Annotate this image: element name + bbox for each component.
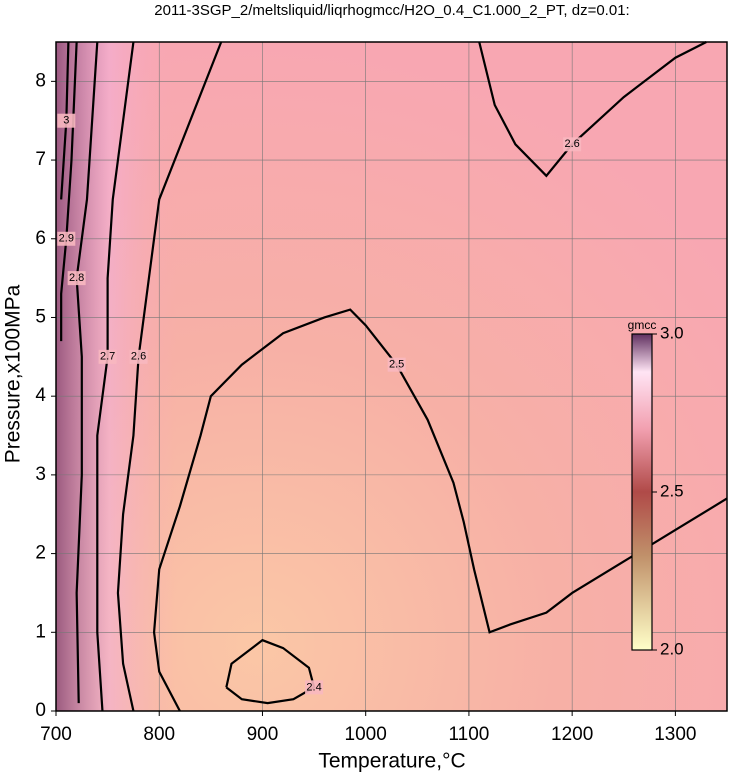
- contour-line: [75, 41, 99, 704]
- contour-label: 2.7: [100, 351, 115, 363]
- contour-line: [478, 41, 707, 178]
- contour-label-bg: [57, 113, 76, 128]
- y-tick-label: 1: [35, 621, 46, 642]
- plot-frame: [55, 41, 728, 712]
- y-tick-label: 4: [35, 385, 46, 406]
- colorbar-tick-label: 2.0: [660, 639, 684, 658]
- contour-label: 2.6: [565, 138, 580, 150]
- x-tick-label: 1300: [654, 724, 696, 745]
- y-tick-label: 3: [35, 464, 46, 485]
- chart-title: 2011-3SGP_2/meltsliquid/liqrhogmcc/H2O_0…: [154, 2, 629, 19]
- x-tick-label: 900: [247, 724, 279, 745]
- colorbar-tick-label: 2.5: [660, 481, 684, 500]
- y-tick-label: 0: [35, 700, 46, 721]
- y-tick-label: 7: [35, 149, 46, 170]
- contour-label-bg: [563, 137, 582, 152]
- contour-label-bg: [387, 357, 406, 372]
- contour-label-bg: [129, 349, 148, 364]
- x-tick-label: 1200: [551, 724, 593, 745]
- colorbar: [631, 333, 653, 651]
- x-tick-label: 1000: [345, 724, 387, 745]
- contour-label: 2.8: [69, 272, 84, 284]
- colorbar-label: gmcc: [628, 318, 657, 332]
- contour-label: 2.5: [389, 359, 404, 371]
- contour-label-bg: [98, 349, 117, 364]
- y-tick-label: 2: [35, 543, 46, 564]
- contour-label: 3: [63, 115, 69, 127]
- contour-line: [116, 41, 223, 712]
- y-axis-label: Pressure,x100MPa: [2, 284, 25, 463]
- x-axis-label: Temperature,°C: [318, 750, 465, 773]
- contour-line: [152, 308, 728, 712]
- plot-shade: [56, 42, 727, 711]
- x-tick-label: 1100: [448, 724, 489, 745]
- contour-label-bg: [67, 271, 86, 286]
- contour-label: 2.6: [131, 351, 146, 363]
- contour-label-bg: [57, 231, 76, 246]
- y-tick-label: 5: [35, 306, 46, 327]
- y-tick-label: 6: [35, 228, 46, 249]
- colorbar-tick-label: 3.0: [660, 323, 684, 342]
- y-tick-label: 8: [35, 70, 46, 91]
- contour-line: [225, 638, 316, 705]
- x-tick-label: 700: [40, 724, 72, 745]
- x-tick-label: 800: [143, 724, 175, 745]
- contour-label-bg: [305, 680, 324, 695]
- contour-label: 2.4: [306, 681, 321, 693]
- contour-label: 2.9: [59, 233, 74, 245]
